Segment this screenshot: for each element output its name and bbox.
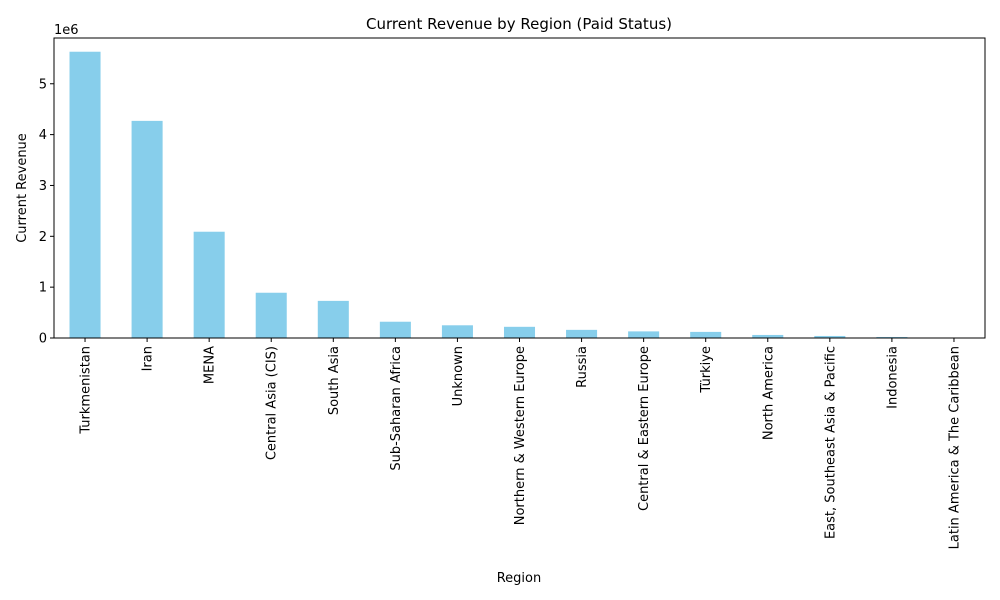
x-axis-ticks: Turkmenistan Iran MENA Central Asia (CIS) So… <box>79 338 962 549</box>
x-axis-label: Region <box>497 571 542 586</box>
y-tick-label: 4 <box>39 128 47 143</box>
x-tick-label: Central Asia (CIS) <box>265 346 280 460</box>
y-tick-label: 2 <box>39 230 47 245</box>
y-scale-label: 1e6 <box>54 23 79 38</box>
x-tick-label: Türkiye <box>699 346 714 394</box>
bar <box>876 336 908 338</box>
x-tick-label: Turkmenistan <box>79 346 94 435</box>
y-axis-label: Current Revenue <box>15 133 30 243</box>
x-tick-label: Latin America & The Caribbean <box>947 346 962 549</box>
y-tick-label: 5 <box>39 77 47 92</box>
x-tick-label: Unknown <box>451 346 466 406</box>
x-tick-label: Sub-Saharan Africa <box>389 346 404 471</box>
x-tick-label: North America <box>761 346 776 440</box>
x-tick-label: South Asia <box>327 346 342 415</box>
bar <box>255 292 287 338</box>
bar <box>441 325 473 338</box>
x-tick-label: Iran <box>141 346 156 371</box>
x-tick-label: Northern & Western Europe <box>513 346 528 525</box>
x-tick-label: Russia <box>575 346 590 388</box>
bar <box>69 51 101 338</box>
y-axis-ticks: 0 1 2 3 4 5 <box>39 77 54 347</box>
bar <box>193 231 225 338</box>
bar <box>317 300 349 338</box>
bar <box>690 331 722 338</box>
bar <box>131 120 163 339</box>
bar <box>503 326 536 338</box>
plot-frame <box>53 37 986 339</box>
chart-title: Current Revenue by Region (Paid Status) <box>366 15 672 33</box>
y-tick-label: 1 <box>39 281 47 296</box>
bar <box>628 331 660 338</box>
bar <box>379 321 411 338</box>
bar <box>814 335 846 338</box>
bars-group <box>69 51 970 339</box>
bar <box>752 334 784 338</box>
x-tick-label: MENA <box>203 346 218 384</box>
y-tick-label: 0 <box>39 332 47 347</box>
y-tick-label: 3 <box>39 179 47 194</box>
bar <box>566 329 598 338</box>
x-tick-label: East, Southeast Asia & Pacific <box>823 346 838 539</box>
x-tick-label: Indonesia <box>885 346 900 409</box>
x-tick-label: Central & Eastern Europe <box>637 346 652 511</box>
